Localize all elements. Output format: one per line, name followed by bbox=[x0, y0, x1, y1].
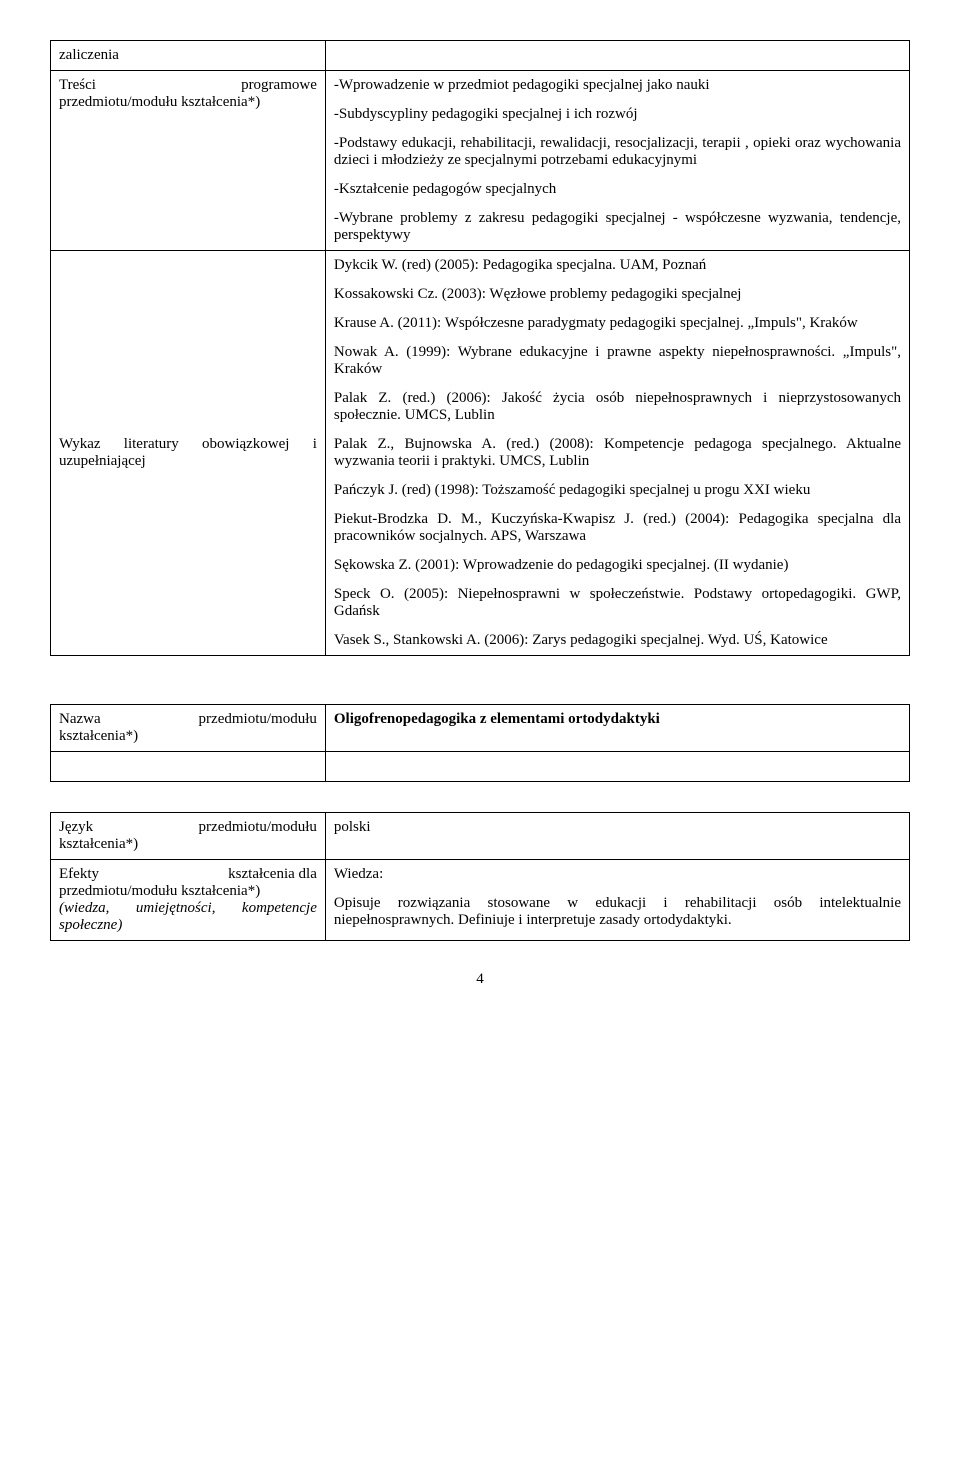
table-row: Wykaz literatury obowiązkowej i uzupełni… bbox=[51, 251, 910, 656]
label-post: kształcenia*) bbox=[59, 836, 317, 853]
paragraph: Piekut-Brodzka D. M., Kuczyńska-Kwapisz … bbox=[334, 511, 901, 545]
cell-text: Oligofrenopedagogika z elementami ortody… bbox=[334, 711, 660, 727]
main-table-2: Nazwa przedmiotu/modułu kształcenia*) Ol… bbox=[50, 704, 910, 782]
justified-label: Treści programowe bbox=[59, 77, 317, 94]
label-part: Treści bbox=[59, 77, 96, 94]
label-part: przedmiotu/modułu bbox=[199, 711, 317, 728]
cell-text: zaliczenia bbox=[59, 47, 119, 63]
cell-left bbox=[51, 752, 326, 782]
table-row: Treści programowe przedmiotu/modułu kszt… bbox=[51, 71, 910, 251]
paragraph: -Subdyscypliny pedagogiki specjalnej i i… bbox=[334, 106, 901, 123]
cell-left: Język przedmiotu/modułu kształcenia*) bbox=[51, 813, 326, 860]
label-part: programowe bbox=[241, 77, 317, 94]
label-italic: (wiedza, umiejętności, kompetencje społe… bbox=[59, 900, 317, 934]
paragraph: Nowak A. (1999): Wybrane edukacyjne i pr… bbox=[334, 344, 901, 378]
table-row: Efekty kształcenia dla przedmiotu/modułu… bbox=[51, 860, 910, 941]
label-part: Nazwa bbox=[59, 711, 101, 728]
label-post: przedmiotu/modułu kształcenia*) bbox=[59, 883, 317, 900]
paragraph: Speck O. (2005): Niepełnosprawni w społe… bbox=[334, 586, 901, 620]
cell-right bbox=[325, 752, 909, 782]
label-part: przedmiotu/modułu bbox=[199, 819, 317, 836]
paragraph: Opisuje rozwiązania stosowane w edukacji… bbox=[334, 895, 901, 929]
label-part: Język bbox=[59, 819, 93, 836]
paragraph: -Wybrane problemy z zakresu pedagogiki s… bbox=[334, 210, 901, 244]
table-row: Język przedmiotu/modułu kształcenia*) po… bbox=[51, 813, 910, 860]
cell-left: Nazwa przedmiotu/modułu kształcenia*) bbox=[51, 705, 326, 752]
label-post: przedmiotu/modułu kształcenia*) bbox=[59, 94, 317, 111]
table-row bbox=[51, 752, 910, 782]
cell-left: zaliczenia bbox=[51, 41, 326, 71]
paragraph: Krause A. (2011): Współczesne paradygmat… bbox=[334, 315, 901, 332]
cell-left: Efekty kształcenia dla przedmiotu/modułu… bbox=[51, 860, 326, 941]
paragraph: -Kształcenie pedagogów specjalnych bbox=[334, 181, 901, 198]
justified-label: Język przedmiotu/modułu bbox=[59, 819, 317, 836]
label-post: kształcenia*) bbox=[59, 728, 317, 745]
paragraph: Sękowska Z. (2001): Wprowadzenie do peda… bbox=[334, 557, 901, 574]
cell-text: Wykaz literatury obowiązkowej i uzupełni… bbox=[59, 436, 317, 469]
paragraph: Kossakowski Cz. (2003): Węzłowe problemy… bbox=[334, 286, 901, 303]
main-table-3: Język przedmiotu/modułu kształcenia*) po… bbox=[50, 812, 910, 941]
cell-left: Wykaz literatury obowiązkowej i uzupełni… bbox=[51, 251, 326, 656]
cell-right: Dykcik W. (red) (2005): Pedagogika specj… bbox=[325, 251, 909, 656]
paragraph: Wiedza: bbox=[334, 866, 901, 883]
paragraph: Palak Z., Bujnowska A. (red.) (2008): Ko… bbox=[334, 436, 901, 470]
cell-left: Treści programowe przedmiotu/modułu kszt… bbox=[51, 71, 326, 251]
paragraph: -Podstawy edukacji, rehabilitacji, rewal… bbox=[334, 135, 901, 169]
paragraph: Vasek S., Stankowski A. (2006): Zarys pe… bbox=[334, 632, 901, 649]
justified-label: Efekty kształcenia dla bbox=[59, 866, 317, 883]
cell-right: Wiedza: Opisuje rozwiązania stosowane w … bbox=[325, 860, 909, 941]
justified-label: Nazwa przedmiotu/modułu bbox=[59, 711, 317, 728]
cell-right bbox=[325, 41, 909, 71]
paragraph: Pańczyk J. (red) (1998): Toższamość peda… bbox=[334, 482, 901, 499]
cell-right: Oligofrenopedagogika z elementami ortody… bbox=[325, 705, 909, 752]
label-part: Efekty bbox=[59, 866, 99, 883]
cell-text: polski bbox=[334, 819, 371, 835]
paragraph: -Wprowadzenie w przedmiot pedagogiki spe… bbox=[334, 77, 901, 94]
paragraph: Palak Z. (red.) (2006): Jakość życia osó… bbox=[334, 390, 901, 424]
label-part: kształcenia dla bbox=[228, 866, 317, 883]
table-row: zaliczenia bbox=[51, 41, 910, 71]
cell-right: -Wprowadzenie w przedmiot pedagogiki spe… bbox=[325, 71, 909, 251]
paragraph: Dykcik W. (red) (2005): Pedagogika specj… bbox=[334, 257, 901, 274]
cell-right: polski bbox=[325, 813, 909, 860]
main-table-1: zaliczenia Treści programowe przedmiotu/… bbox=[50, 40, 910, 656]
table-row: Nazwa przedmiotu/modułu kształcenia*) Ol… bbox=[51, 705, 910, 752]
page-number: 4 bbox=[50, 971, 910, 988]
